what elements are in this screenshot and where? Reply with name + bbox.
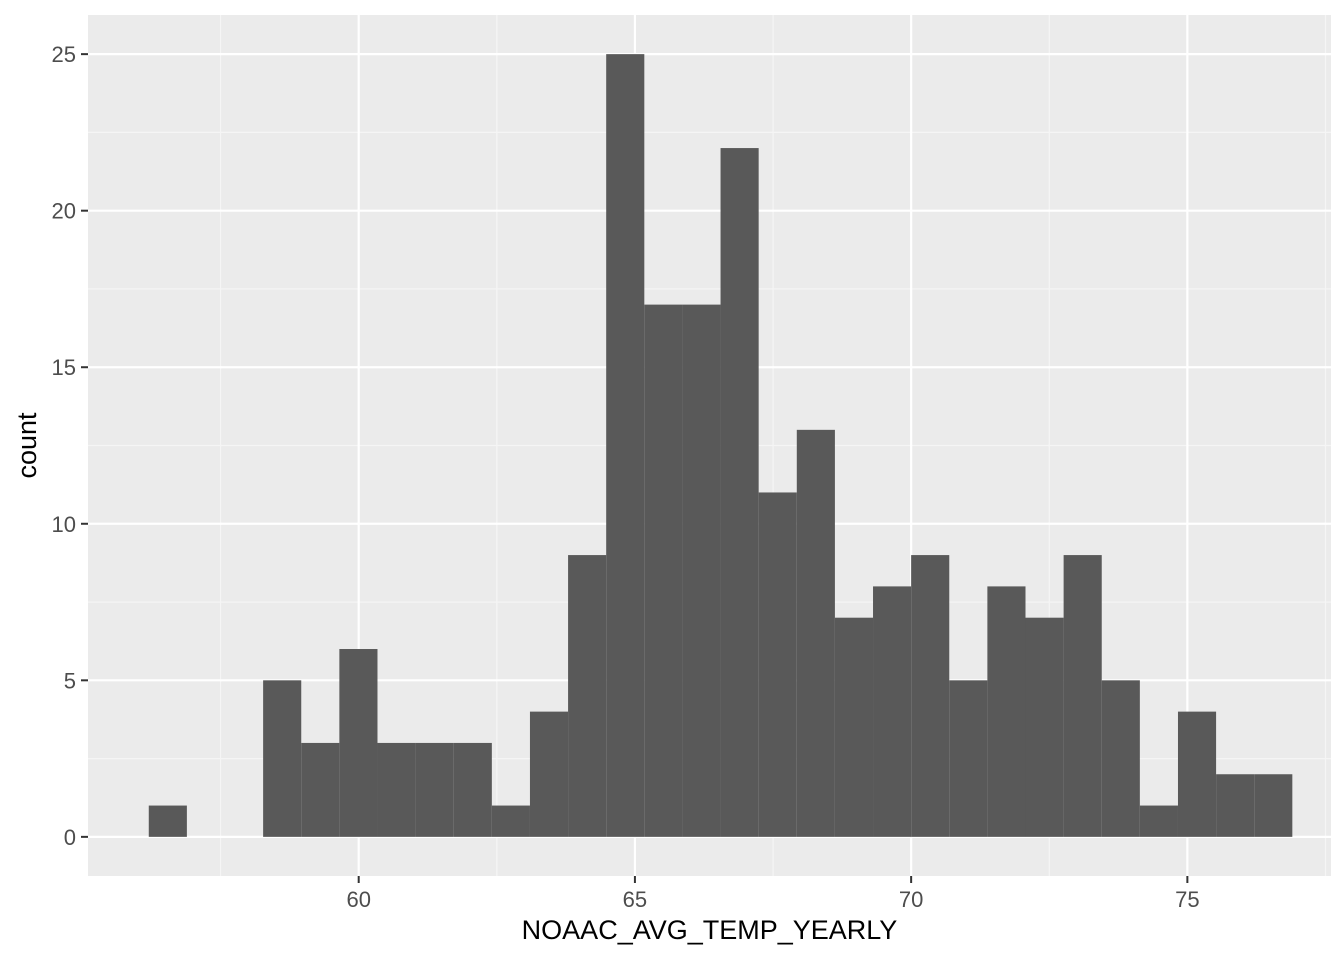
x-axis: 60 65 70 75 bbox=[346, 876, 1200, 912]
histogram-bar bbox=[682, 304, 721, 837]
x-axis-title: NOAAC_AVG_TEMP_YEARLY bbox=[522, 915, 898, 945]
x-tick-label: 75 bbox=[1175, 887, 1199, 912]
histogram-bar bbox=[720, 148, 759, 837]
histogram-bar bbox=[1216, 774, 1255, 837]
histogram-bar bbox=[529, 711, 569, 837]
y-axis-title: count bbox=[12, 412, 42, 479]
histogram-bar bbox=[148, 805, 187, 837]
x-tick-label: 70 bbox=[899, 887, 923, 912]
histogram-bar bbox=[491, 805, 530, 837]
y-tick-label: 25 bbox=[52, 42, 76, 67]
y-tick-label: 10 bbox=[52, 512, 76, 537]
histogram-bar bbox=[1101, 680, 1140, 837]
histogram-bar bbox=[644, 304, 683, 837]
histogram-bar bbox=[377, 742, 416, 837]
histogram-bar bbox=[1254, 774, 1293, 837]
histogram-bar bbox=[415, 742, 454, 837]
histogram-bar bbox=[568, 555, 607, 837]
histogram-bar bbox=[758, 492, 797, 837]
histogram-bar bbox=[1177, 711, 1217, 837]
histogram-bar bbox=[834, 617, 874, 837]
y-axis: 0 5 10 15 20 25 bbox=[52, 42, 88, 850]
histogram-bars bbox=[148, 54, 1293, 837]
x-tick-label: 65 bbox=[623, 887, 647, 912]
histogram-bar bbox=[987, 586, 1026, 837]
histogram-bar bbox=[263, 680, 302, 837]
histogram-bar bbox=[949, 680, 988, 837]
histogram-bar bbox=[339, 649, 378, 837]
histogram-bar bbox=[301, 742, 340, 837]
y-tick-label: 20 bbox=[52, 199, 76, 224]
histogram-bar bbox=[1063, 555, 1102, 837]
histogram-bar bbox=[911, 555, 950, 837]
histogram-bar bbox=[873, 586, 912, 837]
x-tick-label: 60 bbox=[346, 887, 370, 912]
y-tick-label: 0 bbox=[64, 825, 76, 850]
y-tick-label: 15 bbox=[52, 355, 76, 380]
y-tick-label: 5 bbox=[64, 668, 76, 693]
histogram-bar bbox=[453, 742, 492, 837]
histogram-bar bbox=[606, 54, 645, 837]
histogram-bar bbox=[796, 429, 835, 837]
histogram-bar bbox=[1139, 805, 1178, 837]
histogram-bar bbox=[1025, 617, 1064, 837]
